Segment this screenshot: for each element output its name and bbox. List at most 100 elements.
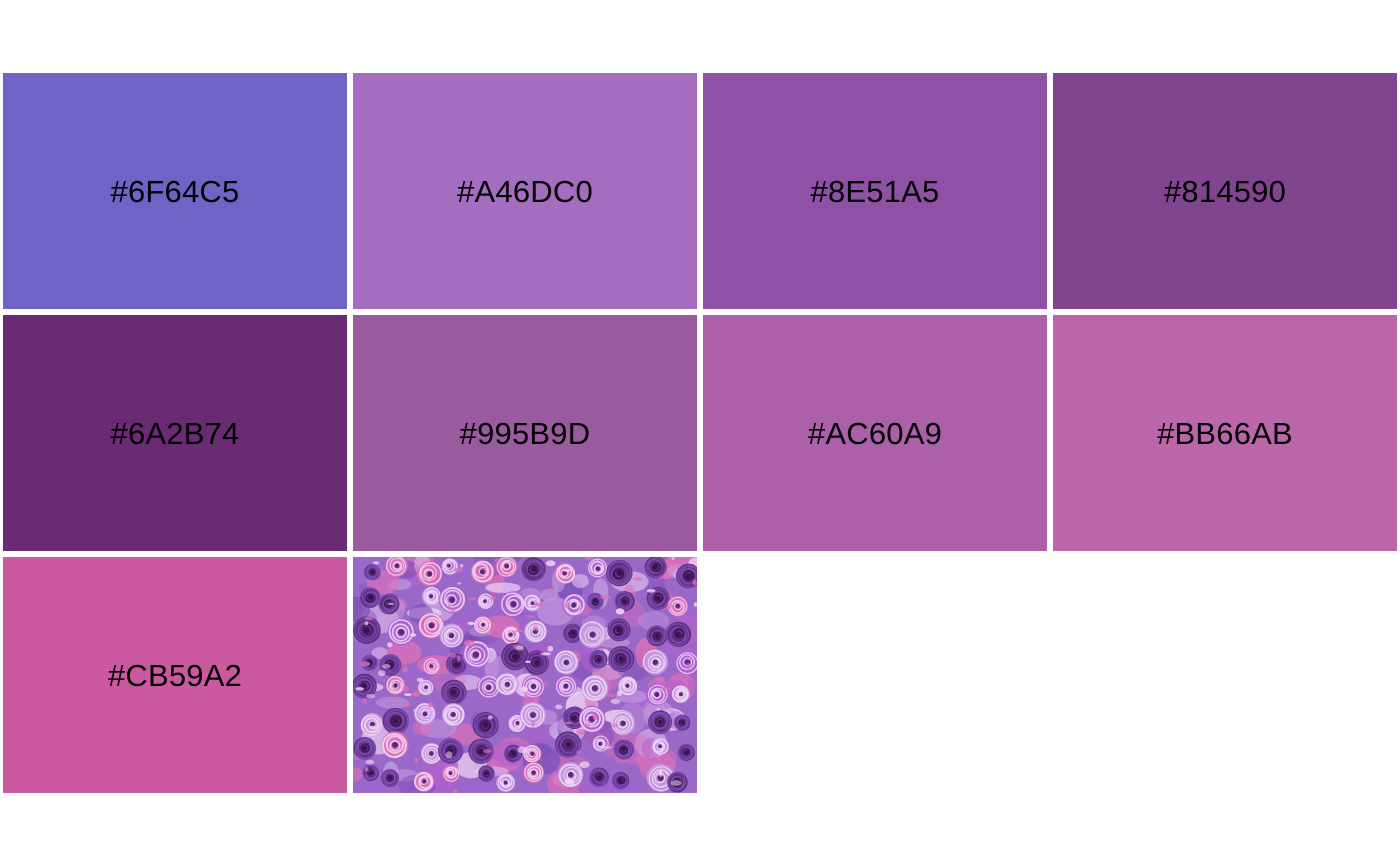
swatch-hex-label: #6A2B74 [110, 415, 240, 451]
source-painting-image [353, 557, 697, 793]
paint-highlight [355, 687, 364, 691]
paint-highlight [413, 708, 417, 712]
paint-highlight [646, 589, 656, 593]
paint-blotch [371, 647, 388, 659]
color-swatch[interactable]: #8E51A5 [703, 73, 1047, 309]
paint-highlight [579, 761, 590, 768]
painted-rose [414, 703, 436, 725]
paint-highlight [685, 663, 691, 670]
painted-rose [472, 712, 499, 739]
paint-highlight [531, 696, 541, 703]
painted-rose [589, 767, 609, 788]
swatch-hex-label: #6F64C5 [110, 173, 240, 209]
painted-rose [381, 731, 409, 759]
paint-highlight [670, 780, 682, 786]
paint-highlight [514, 629, 524, 633]
painted-rose [646, 586, 670, 610]
painted-rose [418, 679, 435, 696]
paint-highlight [656, 708, 660, 711]
color-swatch[interactable]: #AC60A9 [703, 315, 1047, 551]
painted-rose [353, 673, 377, 699]
paint-highlight [359, 661, 371, 667]
paint-highlight [416, 677, 424, 682]
paint-highlight [403, 693, 412, 696]
painted-rose [589, 650, 608, 669]
color-swatch[interactable]: #BB66AB [1053, 315, 1397, 551]
paint-highlight [576, 729, 586, 735]
color-swatch[interactable]: #CB59A2 [3, 557, 347, 793]
paint-highlight [382, 664, 391, 669]
painted-rose [608, 646, 635, 672]
paint-highlight [584, 723, 591, 727]
paint-highlight [562, 603, 571, 609]
paint-highlight [452, 789, 458, 793]
painting-roses-image [353, 557, 697, 793]
color-swatch[interactable]: #A46DC0 [353, 73, 697, 309]
painted-rose [554, 731, 582, 758]
painted-rose [555, 675, 578, 697]
painted-rose [614, 591, 635, 612]
painted-rose [421, 587, 441, 606]
color-swatch[interactable]: #6A2B74 [3, 315, 347, 551]
paint-highlight [548, 588, 553, 594]
color-swatch[interactable]: #814590 [1053, 73, 1397, 309]
swatch-hex-label: #A46DC0 [457, 173, 593, 209]
painted-rose [353, 616, 381, 644]
paint-highlight [362, 698, 367, 705]
painted-rose [386, 675, 406, 695]
paint-highlight [564, 721, 573, 725]
painted-rose [665, 621, 692, 647]
color-swatch[interactable]: #6F64C5 [3, 73, 347, 309]
paint-highlight [387, 602, 394, 605]
paint-highlight [563, 569, 571, 572]
paint-highlight [693, 602, 697, 607]
painted-rose [438, 738, 464, 764]
painted-rose [496, 557, 518, 577]
painted-rose [578, 620, 607, 649]
painted-rose [606, 559, 633, 587]
paint-highlight [365, 759, 375, 765]
paint-highlight [540, 653, 544, 656]
painted-rose [645, 683, 668, 706]
painted-rose [382, 707, 409, 735]
swatch-hex-label: #814590 [1163, 173, 1287, 209]
painted-rose [613, 739, 634, 760]
paint-highlight [402, 685, 409, 692]
painted-rose [587, 558, 609, 579]
paint-highlight [617, 689, 623, 697]
paint-highlight [610, 698, 621, 705]
painted-rose [675, 650, 697, 675]
paint-highlight [483, 749, 492, 753]
painted-rose [500, 591, 527, 617]
painted-rose [554, 563, 576, 584]
painted-rose [521, 557, 546, 582]
painted-rose [677, 743, 695, 761]
paint-highlight [450, 608, 455, 615]
paint-highlight [533, 625, 539, 631]
paint-highlight [517, 746, 527, 754]
paint-highlight [387, 642, 393, 648]
painted-rose [387, 618, 415, 646]
painted-rose [607, 618, 631, 642]
painted-rose [524, 650, 549, 675]
painted-rose [441, 703, 465, 726]
paint-highlight [692, 579, 697, 585]
paint-highlight [364, 621, 369, 626]
paint-highlight [428, 702, 434, 708]
painted-rose [646, 625, 668, 647]
paint-highlight [655, 676, 665, 683]
painted-rose [644, 557, 667, 579]
paint-highlight [531, 720, 535, 728]
painted-rose [470, 560, 494, 584]
color-swatch[interactable]: #995B9D [353, 315, 697, 551]
paint-highlight [487, 715, 493, 720]
paint-highlight [526, 615, 536, 619]
paint-highlight [615, 608, 625, 615]
paint-highlight [391, 701, 396, 704]
paint-highlight [521, 686, 528, 692]
painted-rose [418, 612, 445, 639]
painted-rose [496, 773, 516, 792]
paint-highlight [555, 704, 563, 710]
painted-rose [439, 623, 464, 648]
